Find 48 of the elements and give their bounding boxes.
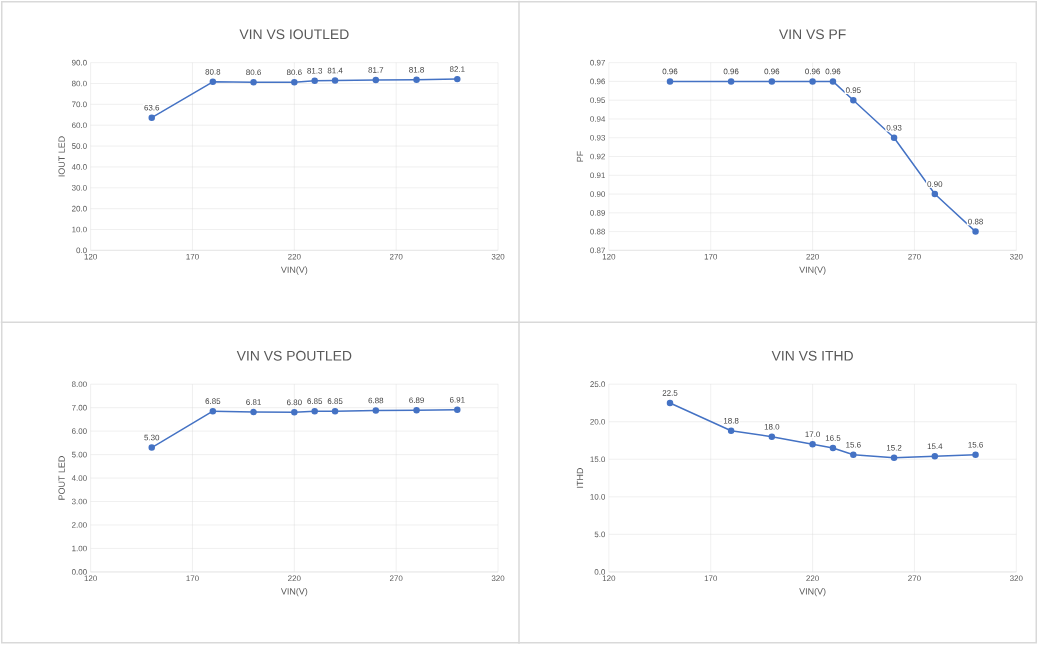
point	[890, 134, 898, 142]
point	[768, 433, 776, 441]
point	[829, 78, 837, 85]
y-axis-title: ITHD	[576, 468, 584, 488]
x-axis-title: VIN(V)	[799, 588, 826, 597]
chart-title: VIN VS PF	[778, 29, 846, 40]
point	[890, 454, 898, 462]
chart-title: VIN VS ITHD	[771, 351, 853, 361]
point	[413, 76, 420, 84]
point	[666, 399, 674, 407]
x-axis-title: VIN(V)	[280, 266, 308, 275]
chart-title: VIN VS POUTLED	[236, 351, 352, 361]
point	[809, 441, 816, 448]
chart-title: VIN VS IOUTLED	[239, 29, 349, 40]
point	[768, 78, 776, 85]
point	[413, 407, 420, 414]
point	[454, 406, 461, 414]
point	[148, 114, 155, 122]
point	[291, 79, 298, 86]
point	[311, 77, 318, 85]
point	[850, 451, 857, 459]
point	[311, 408, 318, 415]
point	[972, 228, 979, 236]
point	[454, 76, 461, 83]
point	[829, 444, 837, 452]
point	[727, 78, 735, 85]
point	[931, 191, 939, 198]
point	[209, 78, 217, 86]
point	[666, 78, 674, 85]
point	[372, 76, 380, 84]
point	[209, 408, 217, 415]
point	[250, 409, 257, 416]
point	[931, 453, 939, 460]
y-axis-title: PF	[576, 151, 584, 162]
x-axis-title: VIN(V)	[799, 266, 826, 275]
point	[250, 79, 257, 86]
x-axis-title: VIN(V)	[280, 588, 308, 597]
point	[972, 451, 979, 459]
point	[148, 444, 155, 452]
y-axis-title: IOUT LED	[58, 136, 65, 177]
point	[372, 407, 380, 414]
point	[331, 77, 339, 85]
point	[291, 409, 298, 416]
point	[809, 78, 816, 85]
point	[331, 408, 339, 415]
point	[850, 97, 857, 104]
y-axis-title: POUT LED	[58, 456, 65, 500]
point	[727, 427, 735, 435]
